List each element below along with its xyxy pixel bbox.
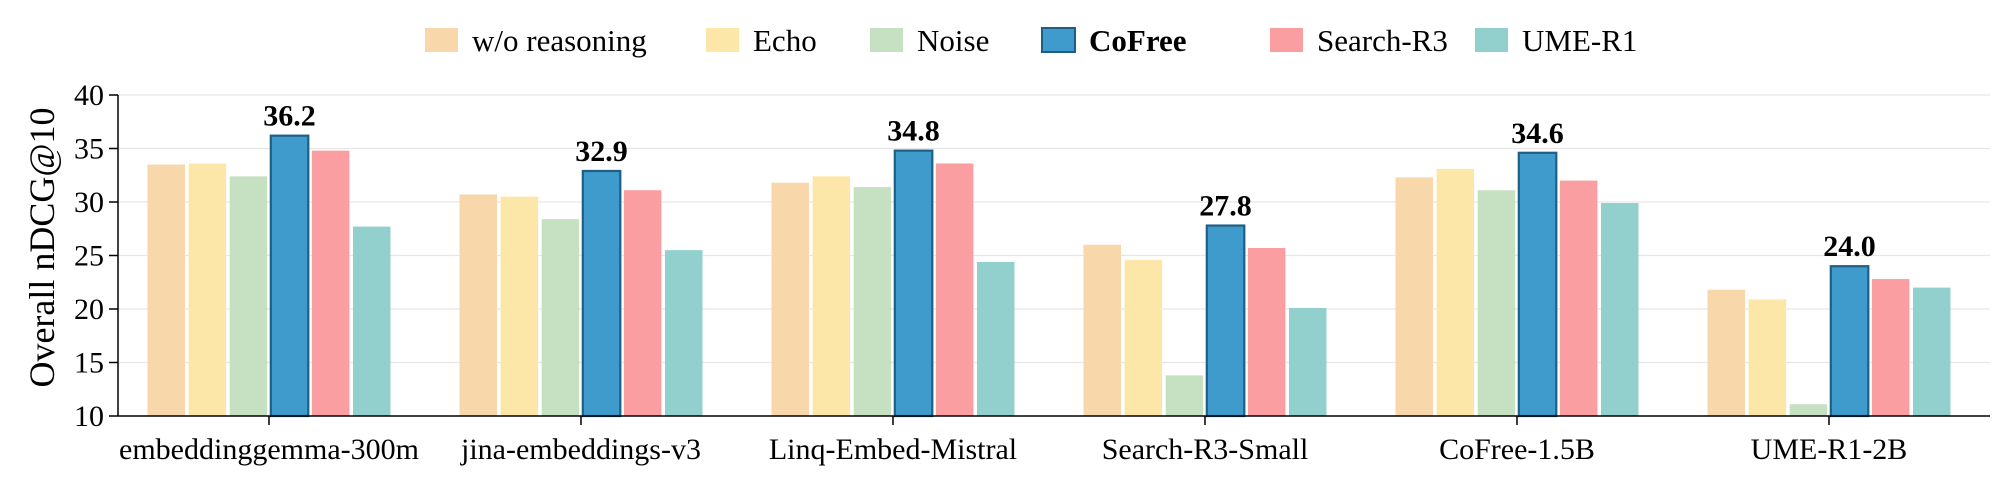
legend-label: Search-R3 bbox=[1317, 23, 1448, 58]
bar bbox=[541, 219, 580, 416]
data-label: 36.2 bbox=[263, 100, 316, 133]
bar bbox=[771, 182, 809, 416]
data-label: 34.8 bbox=[887, 115, 940, 148]
bar bbox=[1083, 244, 1121, 416]
bar bbox=[1124, 259, 1163, 416]
data-label: 34.6 bbox=[1511, 117, 1564, 150]
x-tick-label: embeddinggemma-300m bbox=[119, 433, 419, 466]
bar bbox=[581, 169, 622, 418]
bar bbox=[147, 164, 185, 416]
legend-swatch bbox=[1041, 27, 1076, 53]
bar bbox=[1205, 224, 1246, 418]
legend-swatch bbox=[425, 28, 458, 52]
y-tick-label: 10 bbox=[74, 400, 104, 433]
bar bbox=[1913, 287, 1951, 416]
bars bbox=[147, 134, 1951, 418]
data-labels: 36.2 32.9 34.8 27.8 34.6 24.0 bbox=[263, 100, 1876, 264]
data-label: 24.0 bbox=[1823, 230, 1876, 263]
bar bbox=[1601, 203, 1639, 416]
bar bbox=[1871, 279, 1910, 416]
legend-label: UME-R1 bbox=[1522, 23, 1637, 58]
legend-label: CoFree bbox=[1089, 23, 1187, 58]
bar bbox=[853, 187, 892, 416]
x-tick-label: Search-R3-Small bbox=[1102, 433, 1309, 466]
x-tick-label: jina-embeddings-v3 bbox=[460, 433, 701, 466]
bar bbox=[977, 261, 1015, 416]
bar bbox=[459, 194, 497, 416]
data-label: 27.8 bbox=[1199, 190, 1252, 223]
y-axis-title: Overall nDCG@10 bbox=[22, 107, 62, 387]
bar bbox=[188, 163, 227, 416]
bar bbox=[1247, 248, 1286, 416]
bar bbox=[1477, 190, 1516, 416]
bar bbox=[1789, 404, 1828, 416]
bar bbox=[623, 190, 662, 416]
y-tick-label: 35 bbox=[74, 133, 104, 166]
legend-label: w/o reasoning bbox=[472, 23, 647, 58]
y-tick-label: 15 bbox=[74, 347, 104, 380]
bar bbox=[812, 176, 851, 416]
x-tick-label: Linq-Embed-Mistral bbox=[769, 433, 1017, 466]
legend: w/o reasoning Echo Noise CoFree Search-R3 UME… bbox=[425, 23, 1637, 58]
legend-swatch bbox=[1475, 28, 1508, 52]
bar bbox=[1517, 151, 1558, 418]
y-tick-label: 40 bbox=[74, 79, 104, 112]
bar bbox=[269, 134, 310, 418]
bar bbox=[311, 150, 350, 416]
bar bbox=[1829, 265, 1870, 418]
legend-label: Noise bbox=[917, 23, 989, 58]
bar bbox=[1395, 177, 1433, 416]
y-tick-label: 30 bbox=[74, 186, 104, 219]
bar bbox=[1748, 299, 1787, 416]
bar bbox=[353, 226, 391, 416]
y-tick-label: 25 bbox=[74, 240, 104, 273]
bar bbox=[1289, 307, 1327, 416]
x-tick-label: CoFree-1.5B bbox=[1439, 433, 1595, 466]
bar bbox=[935, 163, 974, 416]
legend-label: Echo bbox=[753, 23, 817, 58]
bar bbox=[665, 250, 703, 416]
bar bbox=[1165, 375, 1204, 416]
bar bbox=[500, 196, 539, 416]
axes: 10 15 20 25 30 35 40 embeddinggemma-300m jina-em… bbox=[74, 79, 1990, 466]
legend-swatch bbox=[706, 28, 739, 52]
gridlines bbox=[118, 94, 1990, 364]
bar bbox=[1559, 180, 1598, 416]
bar bbox=[893, 149, 934, 418]
bar bbox=[229, 176, 268, 416]
legend-swatch bbox=[1270, 28, 1303, 52]
data-label: 32.9 bbox=[575, 135, 628, 168]
x-tick-label: UME-R1-2B bbox=[1751, 433, 1908, 466]
bar bbox=[1707, 289, 1745, 416]
bar bbox=[1436, 168, 1475, 416]
legend-swatch bbox=[870, 28, 903, 52]
y-tick-label: 20 bbox=[74, 293, 104, 326]
